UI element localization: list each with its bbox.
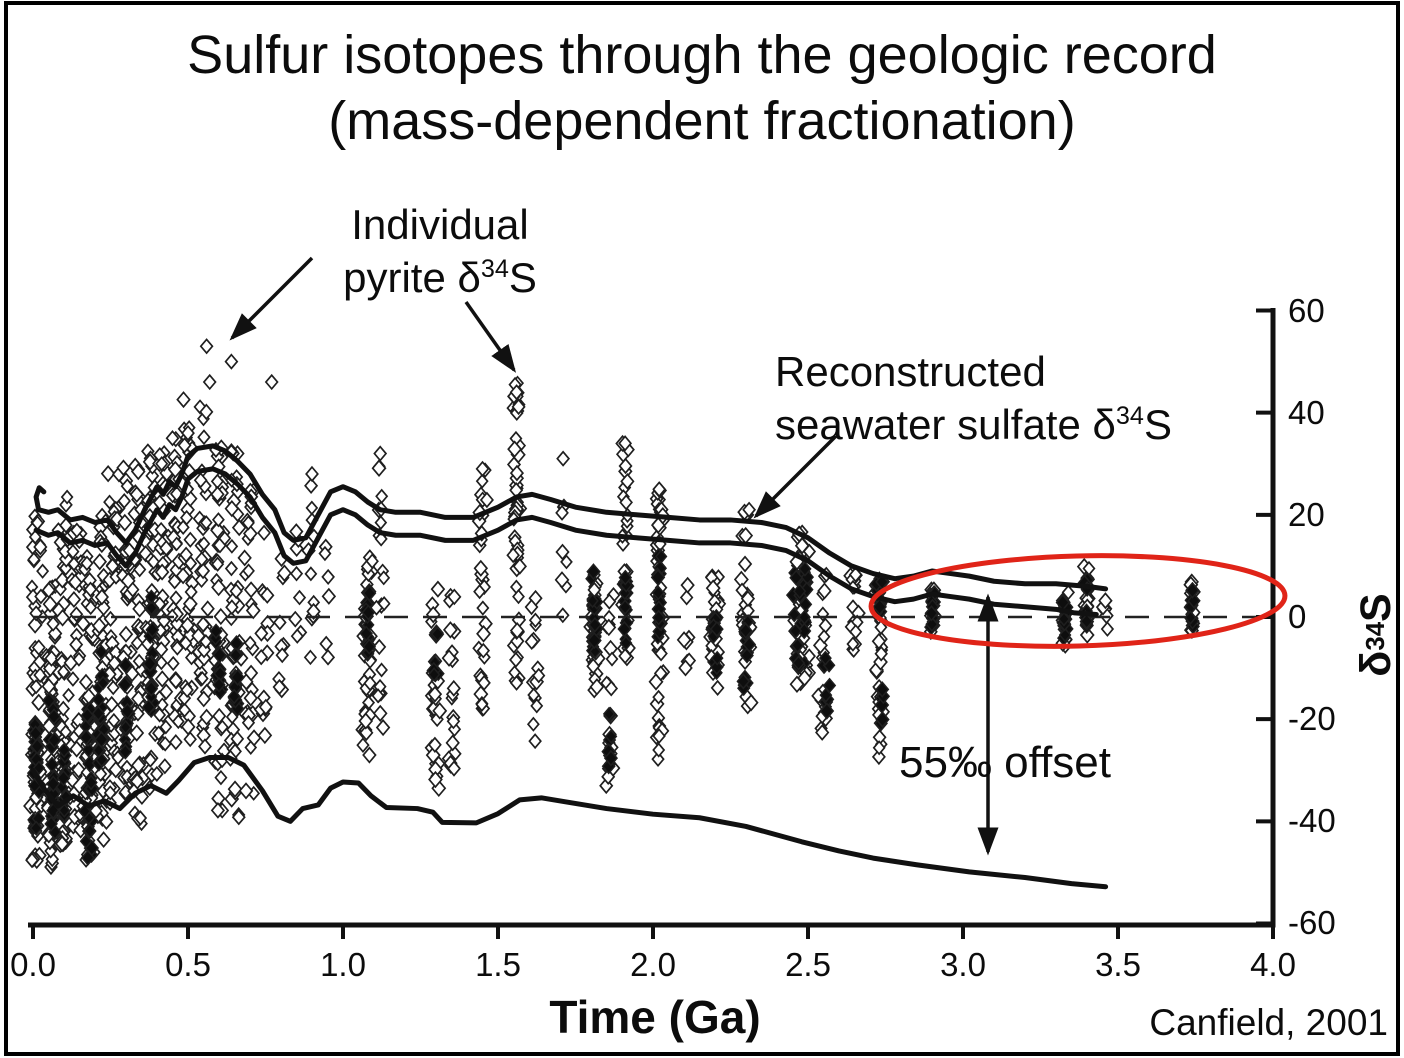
annotation-seawater-sulfate: Reconstructed seawater sulfate δ34S xyxy=(775,345,1255,451)
x-tick-label: 0.0 xyxy=(10,946,56,983)
x-tick-label: 1.0 xyxy=(320,946,366,983)
page-title: Sulfur isotopes through the geologic rec… xyxy=(0,22,1404,154)
pyrite-arrow-right xyxy=(464,300,517,373)
y-tick-label: 0 xyxy=(1288,598,1307,635)
pyrite-arrow-left xyxy=(229,256,314,341)
x-tick-label: 4.0 xyxy=(1250,946,1296,983)
x-tick-label: 1.5 xyxy=(475,946,521,983)
y-tick-label: -40 xyxy=(1288,802,1336,840)
x-axis-label: Time (Ga) xyxy=(549,991,761,1043)
y-tick-label: 60 xyxy=(1288,291,1325,329)
page-title-line2: (mass-dependent fractionation) xyxy=(328,91,1076,151)
annotation-individual-pyrite: Individual pyrite δ34S xyxy=(230,198,650,304)
y-tick-label: -60 xyxy=(1288,904,1336,942)
annotation-pyrite-line1: Individual xyxy=(351,201,529,248)
page-title-line1: Sulfur isotopes through the geologic rec… xyxy=(187,25,1217,85)
y-tick-label: -20 xyxy=(1288,700,1336,738)
axes xyxy=(28,308,1276,939)
x-tick-label: 3.5 xyxy=(1095,946,1141,983)
pyrite-dense-core-layer xyxy=(26,547,1201,866)
sulfate-band-upper-curve xyxy=(33,443,1109,592)
x-tick-label: 2.0 xyxy=(630,946,676,983)
seawater-arrow xyxy=(753,434,838,519)
annotation-seawater-line1: Reconstructed xyxy=(775,348,1046,395)
citation: Canfield, 2001 xyxy=(1149,1002,1388,1043)
y-axis-label: δ 34 S xyxy=(1351,593,1400,677)
x-tick-label: 3.0 xyxy=(940,946,986,983)
lower-envelope-curve xyxy=(30,754,1109,890)
annotation-seawater-line2: seawater sulfate δ34S xyxy=(775,401,1172,448)
x-tick-label: 0.5 xyxy=(165,946,211,983)
annotation-pyrite-line2: pyrite δ34S xyxy=(343,254,537,301)
y-tick-label: 40 xyxy=(1288,393,1325,431)
highlight-ellipse xyxy=(868,553,1288,649)
annotation-55-permil-offset: 55‰ offset xyxy=(899,738,1111,787)
y-tick-label: 20 xyxy=(1288,495,1325,533)
sulfate-band-lower-curve xyxy=(33,466,1099,617)
x-tick-label: 2.5 xyxy=(785,946,831,983)
